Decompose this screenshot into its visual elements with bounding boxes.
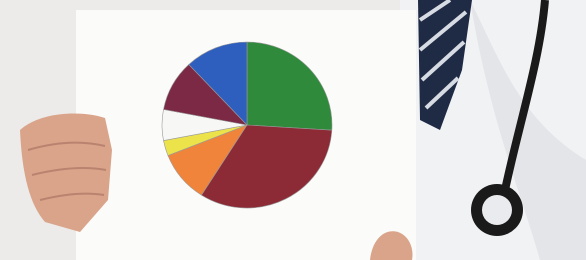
stethoscope-diaphragm (482, 195, 512, 225)
photo (0, 0, 586, 260)
pie-chart (162, 42, 332, 208)
